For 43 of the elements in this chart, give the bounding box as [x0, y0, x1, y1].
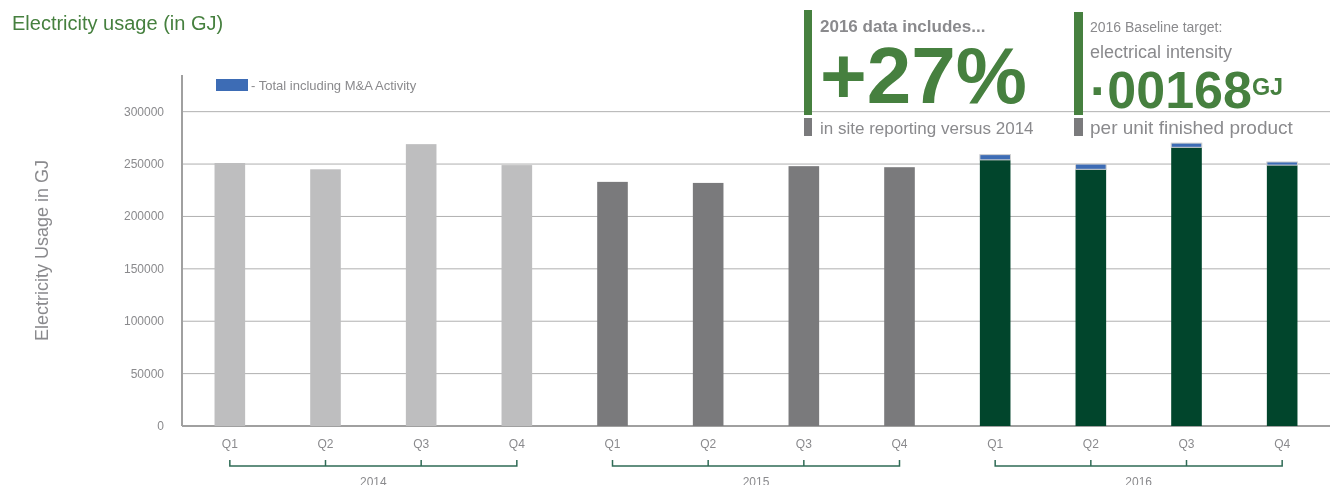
x-tick-label: Q2 — [1082, 437, 1100, 451]
bar — [310, 169, 341, 426]
bar — [979, 154, 1011, 161]
bar — [1075, 169, 1107, 426]
x-tick-label: Q1 — [221, 437, 239, 451]
bar — [788, 166, 820, 426]
x-tick-label: Q1 — [604, 437, 621, 451]
y-tick-label: 200000 — [123, 209, 165, 224]
x-tick-label: Q2 — [317, 437, 334, 451]
y-tick-label: 300000 — [123, 104, 165, 119]
y-tick-label: 100000 — [123, 314, 165, 329]
bar — [1171, 147, 1202, 426]
bar — [692, 182, 724, 426]
bar — [214, 163, 246, 426]
x-tick-label: Q3 — [413, 437, 430, 451]
text: electrical intensity — [1090, 42, 1233, 62]
y-axis-title: Electricity Usage in GJ — [32, 159, 52, 342]
bar — [501, 165, 533, 426]
annotation: ·00168$^{GJ}$ — [1090, 61, 1284, 119]
y-tick-label: 250000 — [123, 157, 165, 172]
bar — [884, 167, 915, 426]
bar — [1075, 163, 1107, 170]
x-tick-label: Q2 — [700, 437, 717, 451]
bar — [1170, 142, 1203, 148]
x-tick-label: Q3 — [1178, 437, 1195, 451]
bar — [597, 181, 628, 426]
bar — [1266, 165, 1298, 426]
bar — [1266, 161, 1298, 166]
text: 2016 Baseline target: — [1090, 19, 1223, 35]
bar — [405, 144, 437, 426]
annotation: per unit finished product — [1090, 117, 1294, 138]
x-tick-label: Q4 — [508, 437, 526, 451]
y-tick-label: 50000 — [130, 366, 165, 381]
annotation: in site reporting versus 2014 — [820, 119, 1034, 138]
y-tick-label: 0 — [157, 419, 165, 433]
legend-label: - Total including M&A Activity — [251, 78, 417, 93]
x-tick-label: Q4 — [891, 437, 908, 451]
x-tick-label: Q1 — [987, 437, 1004, 451]
bar — [979, 159, 1011, 426]
y-tick-label: 150000 — [123, 261, 165, 276]
chart-title: Electricity usage (in GJ) — [12, 12, 224, 34]
x-tick-label: Q3 — [795, 437, 813, 451]
x-tick-label: Q4 — [1274, 437, 1291, 451]
